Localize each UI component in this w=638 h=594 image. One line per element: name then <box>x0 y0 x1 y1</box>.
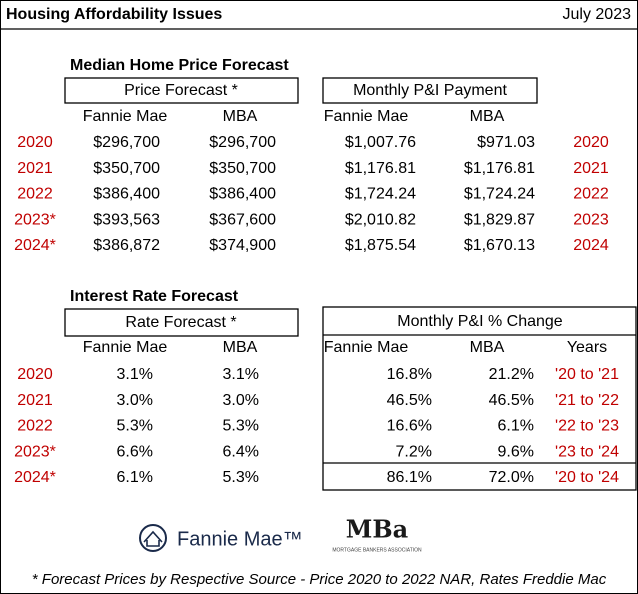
year-label: 2023* <box>14 211 56 228</box>
cell: $296,700 <box>209 134 276 151</box>
year-label: 2022 <box>573 186 609 203</box>
year-label: '20 to '21 <box>555 366 619 383</box>
cell: $350,700 <box>93 160 160 177</box>
logo-text: MBa <box>346 515 408 544</box>
cell: $1,724.24 <box>464 186 535 203</box>
cell: 6.1% <box>498 418 534 435</box>
cell: 46.5% <box>387 392 432 409</box>
logo-subtext: MORTGAGE BANKERS ASSOCIATION <box>332 547 422 553</box>
column-header: Fannie Mae <box>324 339 409 356</box>
cell: $971.03 <box>477 134 535 151</box>
cell: $2,010.82 <box>345 211 416 228</box>
footnote: * Forecast Prices by Respective Source -… <box>32 571 607 588</box>
year-label: 2020 <box>17 366 53 383</box>
year-label: '20 to '24 <box>555 469 619 486</box>
box-label: Price Forecast * <box>124 82 238 99</box>
year-label: '22 to '23 <box>555 418 619 435</box>
cell: 3.0% <box>223 392 259 409</box>
box <box>64 308 299 337</box>
cell: 6.6% <box>117 443 153 460</box>
cell: 46.5% <box>489 392 534 409</box>
cell: 72.0% <box>489 469 534 486</box>
year-label: 2021 <box>17 392 53 409</box>
column-header: Fannie Mae <box>324 108 409 125</box>
cell: $386,872 <box>93 237 160 254</box>
cell: $1,176.81 <box>464 160 535 177</box>
year-label: 2023 <box>573 211 609 228</box>
column-header: MBA <box>223 339 258 356</box>
fannie-logo: Fannie Mae™ <box>139 524 303 552</box>
cell: 6.1% <box>117 469 153 486</box>
cell: $350,700 <box>209 160 276 177</box>
cell: 5.3% <box>223 469 259 486</box>
year-label: 2024* <box>14 237 56 254</box>
cell: 6.4% <box>223 443 259 460</box>
column-header: MBA <box>470 108 505 125</box>
cell: 7.2% <box>396 443 432 460</box>
header-title: Housing Affordability Issues <box>6 6 222 23</box>
box-label: Rate Forecast * <box>125 314 236 331</box>
cell: $386,400 <box>209 186 276 203</box>
column-header: Years <box>567 339 607 356</box>
cell: 21.2% <box>489 366 534 383</box>
box <box>322 306 637 491</box>
column-header: MBA <box>470 339 505 356</box>
year-label: '21 to '22 <box>555 392 619 409</box>
year-label: 2020 <box>573 134 609 151</box>
cell: 5.3% <box>223 418 259 435</box>
logo-icon <box>139 524 167 552</box>
column-header: Fannie Mae <box>83 339 168 356</box>
cell: $1,176.81 <box>345 160 416 177</box>
cell: $1,875.54 <box>345 237 416 254</box>
cell: $367,600 <box>209 211 276 228</box>
cell: $386,400 <box>93 186 160 203</box>
header-date: July 2023 <box>563 6 632 23</box>
box <box>322 77 538 104</box>
cell: $1,007.76 <box>345 134 416 151</box>
mba-logo: MBa MORTGAGE BANKERS ASSOCIATION <box>332 515 422 554</box>
year-label: 2020 <box>17 134 53 151</box>
year-label: 2022 <box>17 418 53 435</box>
column-header: Fannie Mae <box>83 108 168 125</box>
section-title: Interest Rate Forecast <box>70 288 239 305</box>
cell: 3.0% <box>117 392 153 409</box>
section-title: Median Home Price Forecast <box>70 57 289 74</box>
column-header: MBA <box>223 108 258 125</box>
box-label: Monthly P&I Payment <box>353 82 507 99</box>
year-label: 2024* <box>14 469 56 486</box>
cell: $374,900 <box>209 237 276 254</box>
box <box>64 77 299 104</box>
year-label: 2023* <box>14 443 56 460</box>
cell: 5.3% <box>117 418 153 435</box>
year-label: 2021 <box>573 160 609 177</box>
cell: 16.8% <box>387 366 432 383</box>
year-label: 2022 <box>17 186 53 203</box>
cell: $1,670.13 <box>464 237 535 254</box>
cell: 3.1% <box>223 366 259 383</box>
cell: $296,700 <box>93 134 160 151</box>
cell: 9.6% <box>498 443 534 460</box>
box-label: Monthly P&I % Change <box>397 313 563 330</box>
cell: 86.1% <box>387 469 432 486</box>
cell: 3.1% <box>117 366 153 383</box>
cell: 16.6% <box>387 418 432 435</box>
cell: $1,724.24 <box>345 186 416 203</box>
year-label: 2024 <box>573 237 609 254</box>
logo-text: Fannie Mae™ <box>177 528 303 550</box>
cell: $1,829.87 <box>464 211 535 228</box>
year-label: '23 to '24 <box>555 443 619 460</box>
cell: $393,563 <box>93 211 160 228</box>
year-label: 2021 <box>17 160 53 177</box>
logo-house <box>143 530 163 547</box>
